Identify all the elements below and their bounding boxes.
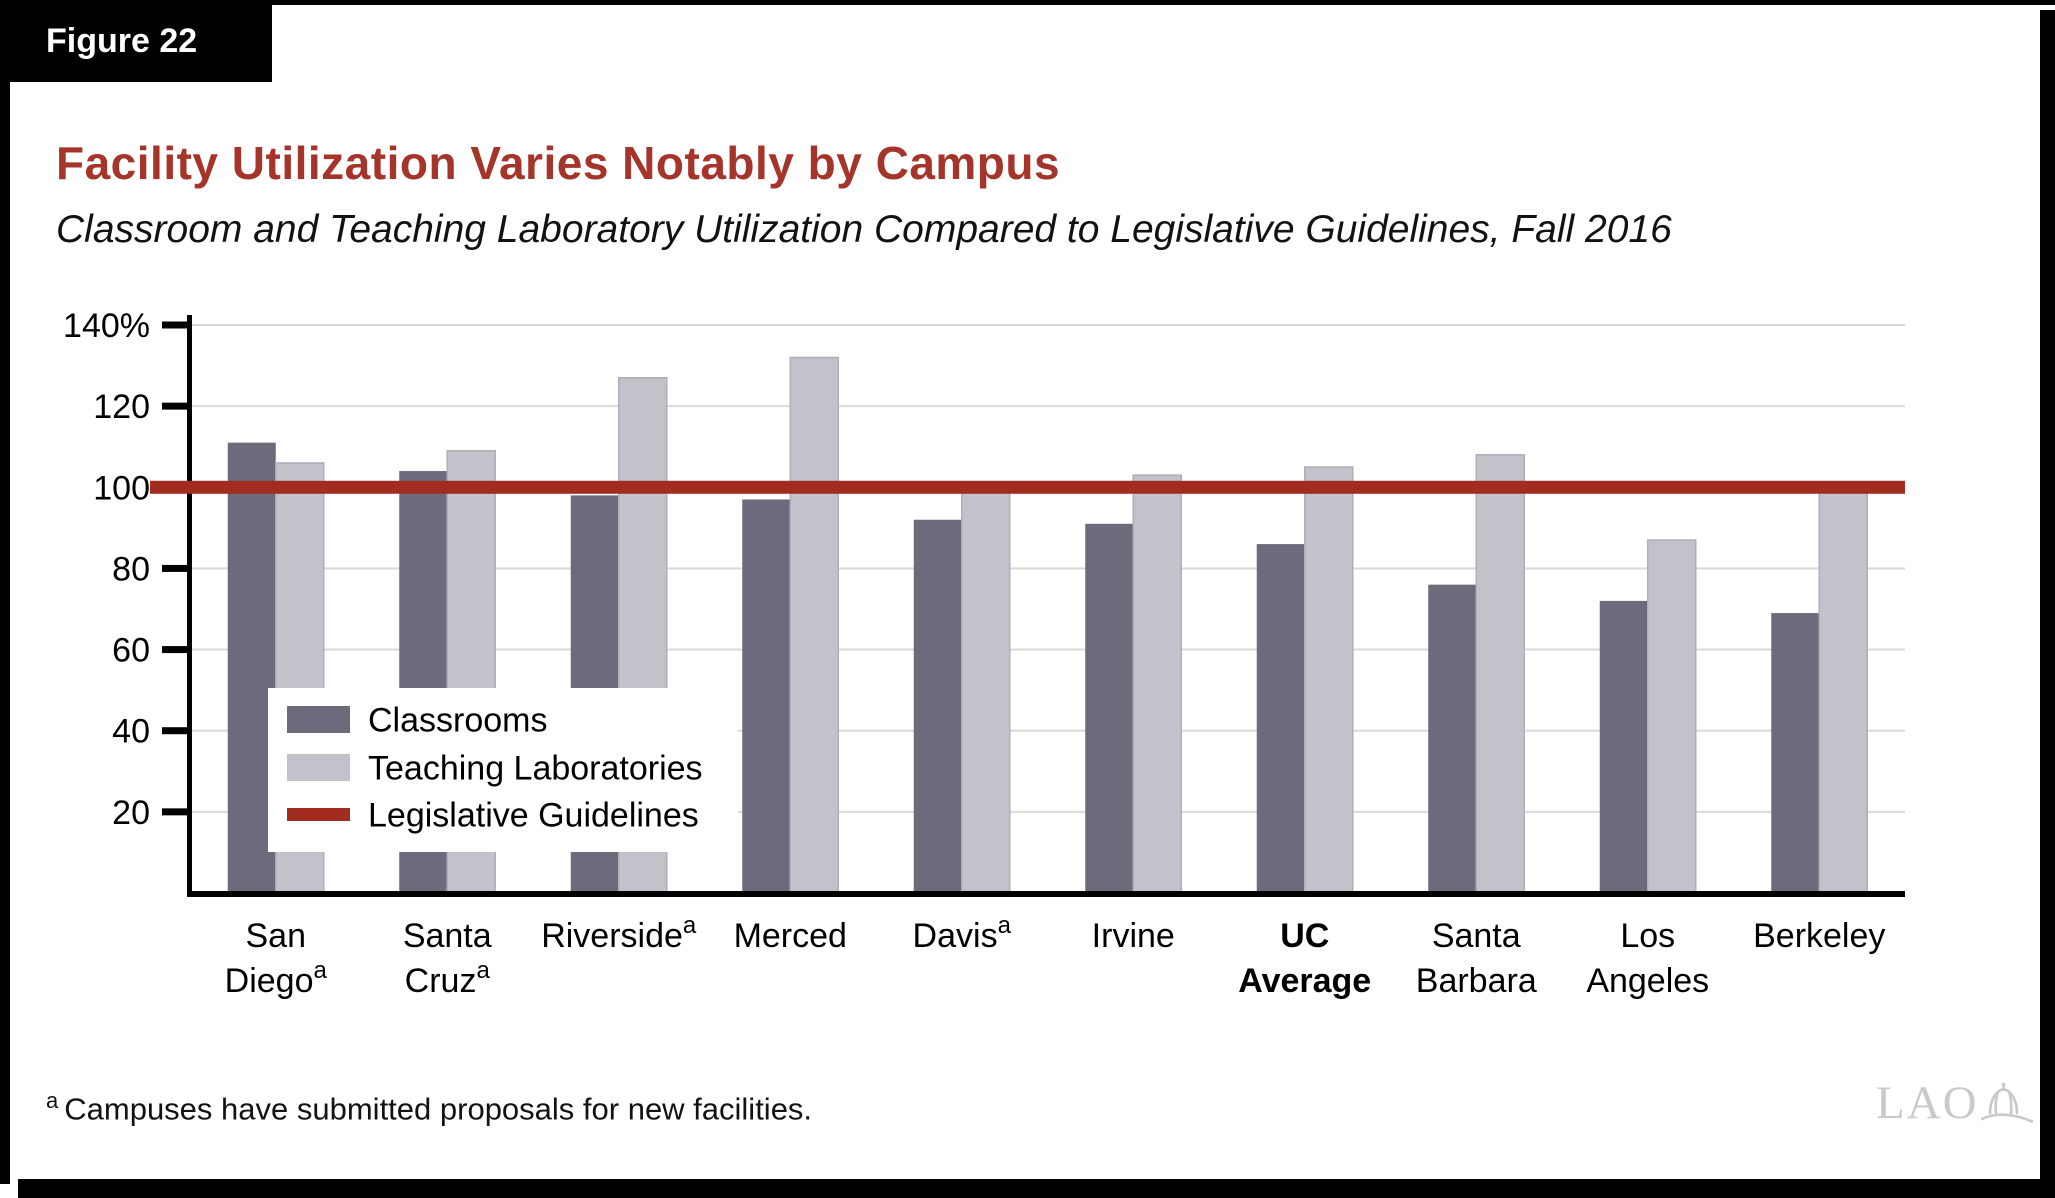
x-axis-label: Merced bbox=[734, 917, 847, 955]
bar-teaching-laboratories bbox=[961, 490, 1011, 894]
bar-classrooms bbox=[1085, 523, 1134, 893]
legislative-guidelines-line bbox=[150, 480, 1905, 494]
legend-label: Legislative Guidelines bbox=[368, 797, 699, 835]
bar-classrooms bbox=[227, 442, 276, 893]
figure-number-tag: Figure 22 bbox=[0, 0, 272, 82]
x-axis-label: Berkeley bbox=[1753, 917, 1885, 955]
legend-swatch bbox=[287, 808, 350, 821]
x-axis-label: Santa Barbara bbox=[1416, 917, 1537, 1000]
x-axis-line bbox=[187, 891, 1905, 897]
chart-subtitle: Classroom and Teaching Laboratory Utiliz… bbox=[56, 208, 1672, 251]
page-border-right bbox=[2040, 10, 2055, 1198]
bar-classrooms bbox=[742, 499, 791, 893]
legend-label: Classrooms bbox=[368, 702, 547, 740]
gridline bbox=[190, 729, 1905, 732]
capitol-dome-icon bbox=[1980, 1082, 2033, 1123]
y-axis-line bbox=[187, 315, 192, 895]
footnote: a Campuses have submitted proposals for n… bbox=[46, 1088, 812, 1127]
bar-teaching-laboratories bbox=[1475, 454, 1525, 894]
y-axis-tick bbox=[162, 808, 190, 816]
bar-classrooms bbox=[1428, 584, 1477, 893]
x-axis-label: Irvine bbox=[1092, 917, 1175, 955]
x-axis-label: Santa Cruza bbox=[403, 917, 492, 1000]
bar-classrooms bbox=[1771, 613, 1820, 893]
y-axis-label: 140% bbox=[63, 307, 150, 345]
bar-teaching-laboratories bbox=[1132, 474, 1182, 894]
x-axis-label: Los Angeles bbox=[1586, 917, 1709, 1000]
y-axis-label: 80 bbox=[112, 550, 150, 588]
y-axis-label: 40 bbox=[112, 713, 150, 751]
gridline bbox=[190, 324, 1905, 326]
y-axis-tick bbox=[162, 727, 190, 735]
gridline bbox=[190, 648, 1905, 651]
y-axis-tick bbox=[162, 564, 190, 572]
lao-logo-text: LAO bbox=[1876, 1077, 1979, 1129]
page-border-bottom bbox=[18, 1179, 2055, 1198]
gridline bbox=[190, 405, 1905, 408]
gridline bbox=[190, 810, 1905, 813]
page-border-top bbox=[0, 0, 2055, 5]
x-axis-label: UC Average bbox=[1238, 917, 1371, 1000]
bar-classrooms bbox=[913, 519, 962, 893]
figure-number-label: Figure 22 bbox=[46, 21, 198, 60]
y-axis-tick bbox=[162, 321, 190, 329]
bar-teaching-laboratories bbox=[1647, 539, 1697, 894]
page-border-left bbox=[0, 0, 10, 1184]
bar-teaching-laboratories bbox=[789, 356, 839, 894]
legend-swatch bbox=[287, 754, 350, 781]
legend-label: Teaching Laboratories bbox=[368, 750, 703, 788]
bar-classrooms bbox=[1599, 600, 1648, 893]
bar-teaching-laboratories bbox=[1818, 490, 1868, 894]
y-axis-label: 20 bbox=[112, 794, 150, 832]
footnote-marker: a bbox=[46, 1088, 59, 1113]
y-axis-tick bbox=[162, 646, 190, 654]
x-axis-label: Riversidea bbox=[541, 912, 697, 955]
y-axis-label: 60 bbox=[112, 632, 150, 670]
y-axis-tick bbox=[162, 402, 190, 410]
x-axis-label: Davisa bbox=[913, 912, 1012, 955]
x-axis-label: San Diegoa bbox=[225, 917, 328, 1000]
bar-classrooms bbox=[1256, 544, 1305, 893]
bar-teaching-laboratories bbox=[1304, 466, 1354, 894]
chart-title: Facility Utilization Varies Notably by C… bbox=[56, 137, 1061, 189]
legend-swatch bbox=[287, 706, 350, 733]
lao-logo: LAO bbox=[1876, 1080, 2033, 1127]
gridline bbox=[190, 567, 1905, 570]
footnote-text: Campuses have submitted proposals for ne… bbox=[64, 1091, 813, 1127]
y-axis-label: 100 bbox=[93, 469, 150, 507]
y-axis-label: 120 bbox=[93, 388, 150, 426]
